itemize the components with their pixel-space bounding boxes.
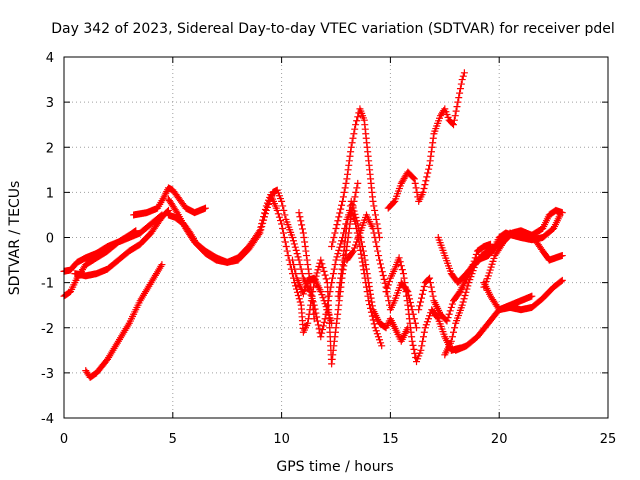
x-tick-label: 20: [491, 432, 508, 447]
y-tick-label: -2: [41, 322, 54, 337]
plus-markers: [71, 206, 172, 280]
plus-markers: [480, 227, 566, 291]
y-axis-label: SDTVAR / TECUs: [7, 181, 23, 296]
plot-frame: [63, 56, 609, 419]
series-arc-5: [130, 184, 209, 219]
series-arc-10: [328, 105, 384, 251]
plus-markers: [452, 276, 566, 354]
series-arc-15: [415, 240, 494, 325]
series-arc-20: [480, 227, 566, 291]
plus-markers: [130, 184, 209, 219]
plus-markers: [415, 240, 494, 325]
plus-markers: [328, 105, 384, 251]
x-tick-label: 25: [600, 432, 617, 447]
series-arc-14: [384, 69, 468, 212]
series-arc-11: [334, 197, 412, 345]
series-arc-19: [480, 279, 536, 314]
y-tick-label: -1: [41, 277, 54, 292]
y-tick-label: 2: [46, 141, 54, 156]
x-axis-label: GPS time / hours: [276, 459, 393, 475]
plus-markers: [82, 261, 166, 381]
chart-title: Day 342 of 2023, Sidereal Day-to-day VTE…: [51, 21, 615, 37]
series-arc-4: [82, 261, 166, 381]
axis-ticks: 0 5 10 15 20 25 -4 -3 -2 -1 0 1 2 3 4: [41, 51, 616, 447]
plus-markers: [295, 209, 318, 323]
y-tick-label: 4: [46, 51, 54, 66]
y-tick-label: -4: [41, 412, 54, 427]
data-points: [60, 69, 566, 381]
plus-markers: [480, 279, 536, 314]
plus-markers: [382, 254, 464, 366]
x-tick-label: 5: [169, 432, 177, 447]
x-tick-label: 0: [60, 432, 68, 447]
series-arc-16: [441, 211, 564, 359]
series-arc-13: [382, 254, 464, 366]
series-arc-3: [71, 206, 172, 280]
plus-markers: [441, 211, 564, 359]
series-arc-9: [295, 209, 318, 323]
x-tick-label: 15: [382, 432, 399, 447]
plus-markers: [334, 197, 412, 345]
y-tick-label: 1: [46, 186, 54, 201]
plus-markers: [384, 69, 468, 212]
y-tick-label: 3: [46, 96, 54, 111]
y-tick-label: -3: [41, 367, 54, 382]
x-tick-label: 10: [273, 432, 290, 447]
y-tick-label: 0: [46, 232, 54, 247]
series-arc-17: [452, 276, 566, 354]
